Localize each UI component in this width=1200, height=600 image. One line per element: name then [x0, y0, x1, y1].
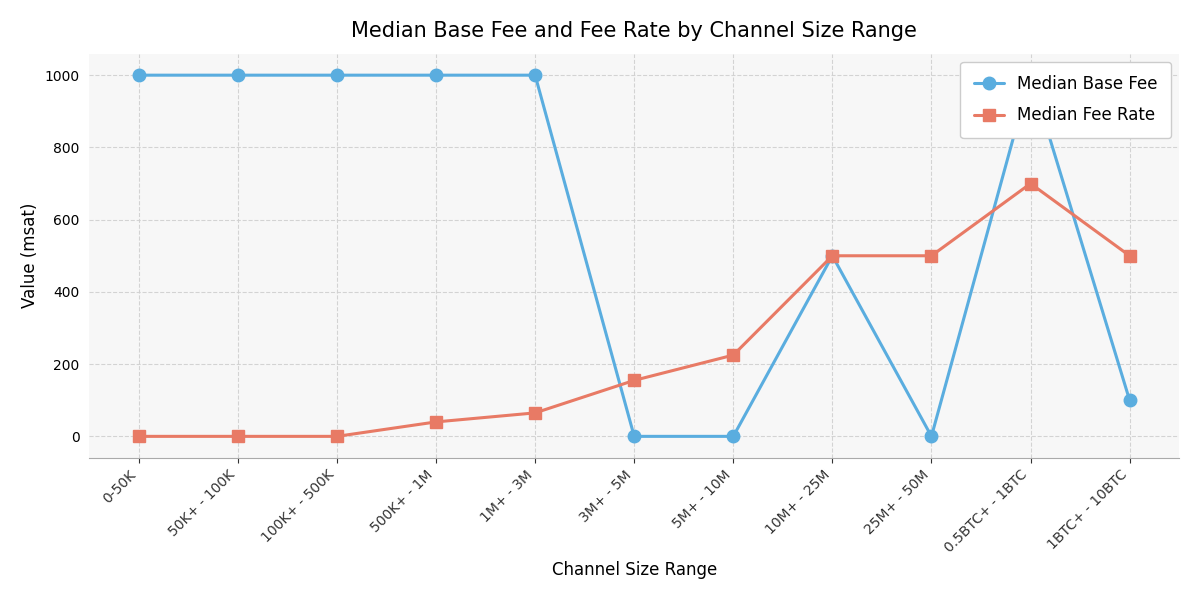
Median Fee Rate: [924, 252, 938, 259]
Median Fee Rate: [628, 377, 642, 384]
Median Base Fee: [230, 71, 245, 79]
Median Fee Rate: [230, 433, 245, 440]
Median Fee Rate: [726, 352, 740, 359]
Median Base Fee: [528, 71, 542, 79]
Median Base Fee: [1024, 71, 1038, 79]
Median Fee Rate: [528, 409, 542, 416]
Median Base Fee: [826, 252, 840, 259]
Y-axis label: Value (msat): Value (msat): [20, 203, 38, 308]
Line: Median Base Fee: Median Base Fee: [132, 69, 1136, 443]
Legend: Median Base Fee, Median Fee Rate: Median Base Fee, Median Fee Rate: [960, 62, 1171, 138]
Median Fee Rate: [132, 433, 146, 440]
Median Base Fee: [726, 433, 740, 440]
Median Base Fee: [428, 71, 443, 79]
Median Base Fee: [1122, 397, 1136, 404]
Median Fee Rate: [1122, 252, 1136, 259]
Median Base Fee: [132, 71, 146, 79]
Median Base Fee: [924, 433, 938, 440]
Median Fee Rate: [428, 418, 443, 425]
Median Base Fee: [330, 71, 344, 79]
Median Base Fee: [628, 433, 642, 440]
Median Fee Rate: [330, 433, 344, 440]
X-axis label: Channel Size Range: Channel Size Range: [552, 561, 716, 579]
Title: Median Base Fee and Fee Rate by Channel Size Range: Median Base Fee and Fee Rate by Channel …: [352, 21, 917, 41]
Median Fee Rate: [1024, 180, 1038, 187]
Line: Median Fee Rate: Median Fee Rate: [132, 177, 1136, 443]
Median Fee Rate: [826, 252, 840, 259]
